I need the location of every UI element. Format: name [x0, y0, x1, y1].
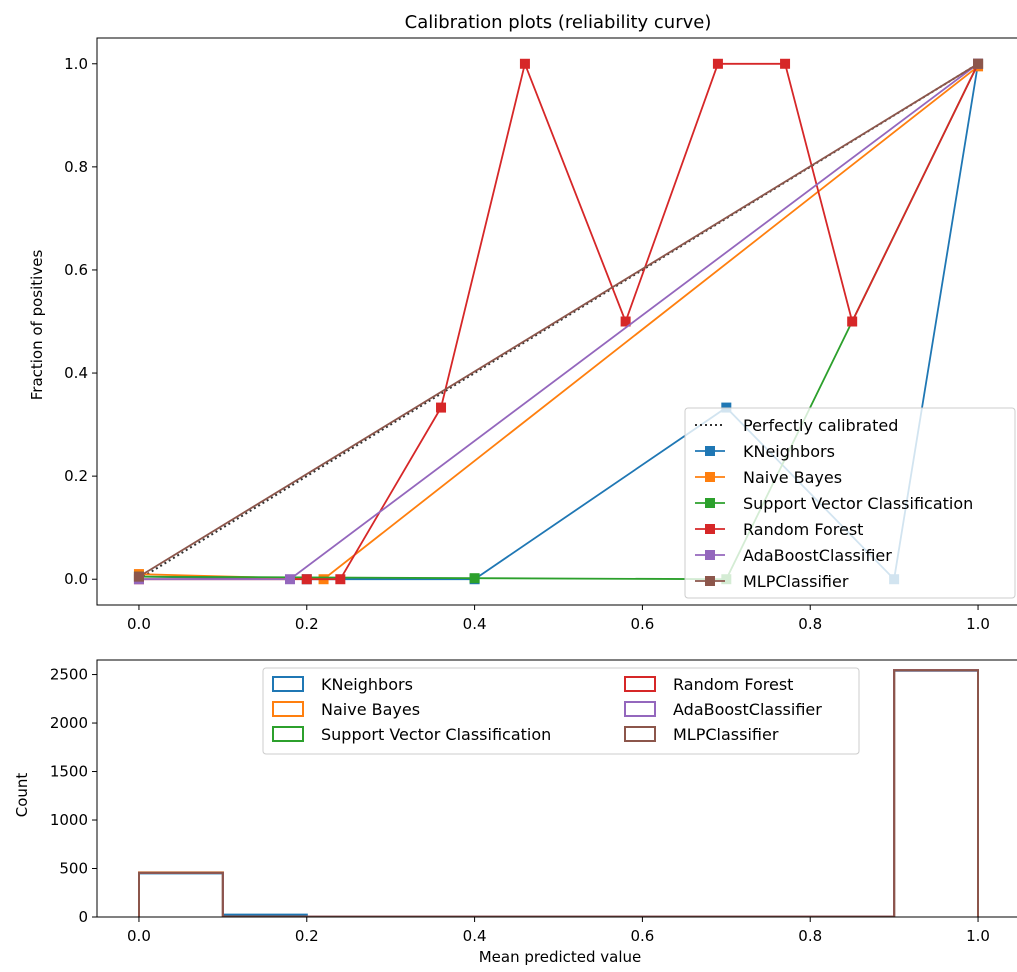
legend-marker-kneighbors	[705, 446, 715, 456]
legend-marker-mlpclassifier	[705, 576, 715, 586]
legend-label-mlpclassifier: MLPClassifier	[743, 572, 849, 591]
x-tick-label: 1.0	[966, 615, 990, 633]
x-tick-label: 0.4	[463, 615, 487, 633]
calibration-axes-frame	[96, 37, 1017, 606]
calibration-y-axis-label: Fraction of positives	[28, 250, 46, 401]
legend-swatch-kneighbors	[272, 676, 304, 692]
legend-label-perfectly-calibrated: Perfectly calibrated	[743, 416, 898, 435]
series-marker-random-forest	[847, 316, 858, 327]
calibration-plot-area: 0.0 0.2 0.4 0.6 0.8 1.0 0.0 0.2 0.4 0.6 0.8 1.0	[64, 37, 1017, 633]
legend-label-random-forest: Random Forest	[673, 675, 793, 694]
calibration-chart-title: Calibration plots (reliability curve)	[405, 12, 712, 33]
legend-marker-support-vector-classification	[705, 498, 715, 508]
legend-swatch-random-forest	[624, 676, 656, 692]
series-marker-mlpclassifier	[973, 58, 984, 69]
y-tick-label: 0.6	[64, 261, 88, 279]
series-line-mlpclassifier	[138, 63, 979, 578]
x-tick-label: 0.2	[295, 615, 319, 633]
calibration-legend-box	[684, 407, 1016, 599]
series-marker-support-vector-classification	[469, 573, 480, 584]
y-tick-label: 2500	[50, 666, 88, 684]
y-tick-label: 0.2	[64, 467, 88, 485]
legend-marker-adaboostclassifier	[705, 550, 715, 560]
legend-label-kneighbors: KNeighbors	[743, 442, 835, 461]
x-tick-label: 0.0	[127, 927, 151, 945]
series-line-random-forest	[139, 60, 979, 581]
legend-label-mlpclassifier: MLPClassifier	[673, 725, 779, 744]
legend-swatch-mlpclassifier	[624, 726, 656, 742]
y-tick-label: 0.8	[64, 158, 88, 176]
histogram-legend-box	[262, 667, 860, 755]
calibration-legend: Perfectly calibrated KNeighbors Naive Baye…	[684, 407, 1016, 599]
x-tick-label: 0.8	[798, 615, 822, 633]
series-marker-random-forest	[780, 58, 791, 69]
legend-marker-naive-bayes	[705, 472, 715, 482]
x-tick-label: 0.4	[463, 927, 487, 945]
y-tick-label: 1000	[50, 811, 88, 829]
y-tick-label: 1500	[50, 763, 88, 781]
series-marker-random-forest	[436, 402, 447, 413]
legend-label-naive-bayes: Naive Bayes	[743, 468, 842, 487]
series-marker-random-forest	[620, 316, 631, 327]
y-tick-label: 0.0	[64, 570, 88, 588]
y-tick-label: 0	[78, 908, 88, 926]
legend-label-random-forest: Random Forest	[743, 520, 863, 539]
series-marker-random-forest	[301, 574, 312, 585]
x-tick-label: 0.0	[127, 615, 151, 633]
legend-label-support-vector-classification: Support Vector Classification	[743, 494, 973, 513]
legend-swatch-adaboostclassifier	[624, 701, 656, 717]
histogram-plot-area: 0.0 0.2 0.4 0.6 0.8 1.0 0 500 1000 1500 2000 2500	[50, 659, 1017, 945]
series-marker-random-forest	[519, 58, 530, 69]
series-marker-adaboostclassifier	[284, 574, 295, 585]
legend-label-support-vector-classification: Support Vector Classification	[321, 725, 551, 744]
y-tick-label: 0.4	[64, 364, 88, 382]
legend-swatch-naive-bayes	[272, 701, 304, 717]
x-tick-label: 0.6	[630, 927, 654, 945]
x-tick-label: 1.0	[966, 927, 990, 945]
y-tick-label: 500	[59, 860, 88, 878]
series-marker-random-forest	[712, 58, 723, 69]
histogram-y-axis-label: Count	[13, 773, 31, 818]
legend-label-adaboostclassifier: AdaBoostClassifier	[673, 700, 822, 719]
y-tick-label: 2000	[50, 714, 88, 732]
histogram-axes-frame	[96, 659, 1017, 918]
histogram-x-axis-label: Mean predicted value	[479, 948, 642, 966]
x-tick-label: 0.8	[798, 927, 822, 945]
legend-label-adaboostclassifier: AdaBoostClassifier	[743, 546, 892, 565]
legend-label-naive-bayes: Naive Bayes	[321, 700, 420, 719]
x-tick-label: 0.6	[630, 615, 654, 633]
y-tick-label: 1.0	[64, 55, 88, 73]
x-tick-label: 0.2	[295, 927, 319, 945]
series-marker-mlpclassifier	[133, 571, 144, 582]
legend-marker-random-forest	[705, 524, 715, 534]
legend-label-kneighbors: KNeighbors	[321, 675, 413, 694]
histogram-legend: KNeighbors Naive Bayes Support Vector Clas…	[262, 667, 860, 755]
series-marker-random-forest	[335, 574, 346, 585]
legend-swatch-support-vector-classification	[272, 726, 304, 742]
